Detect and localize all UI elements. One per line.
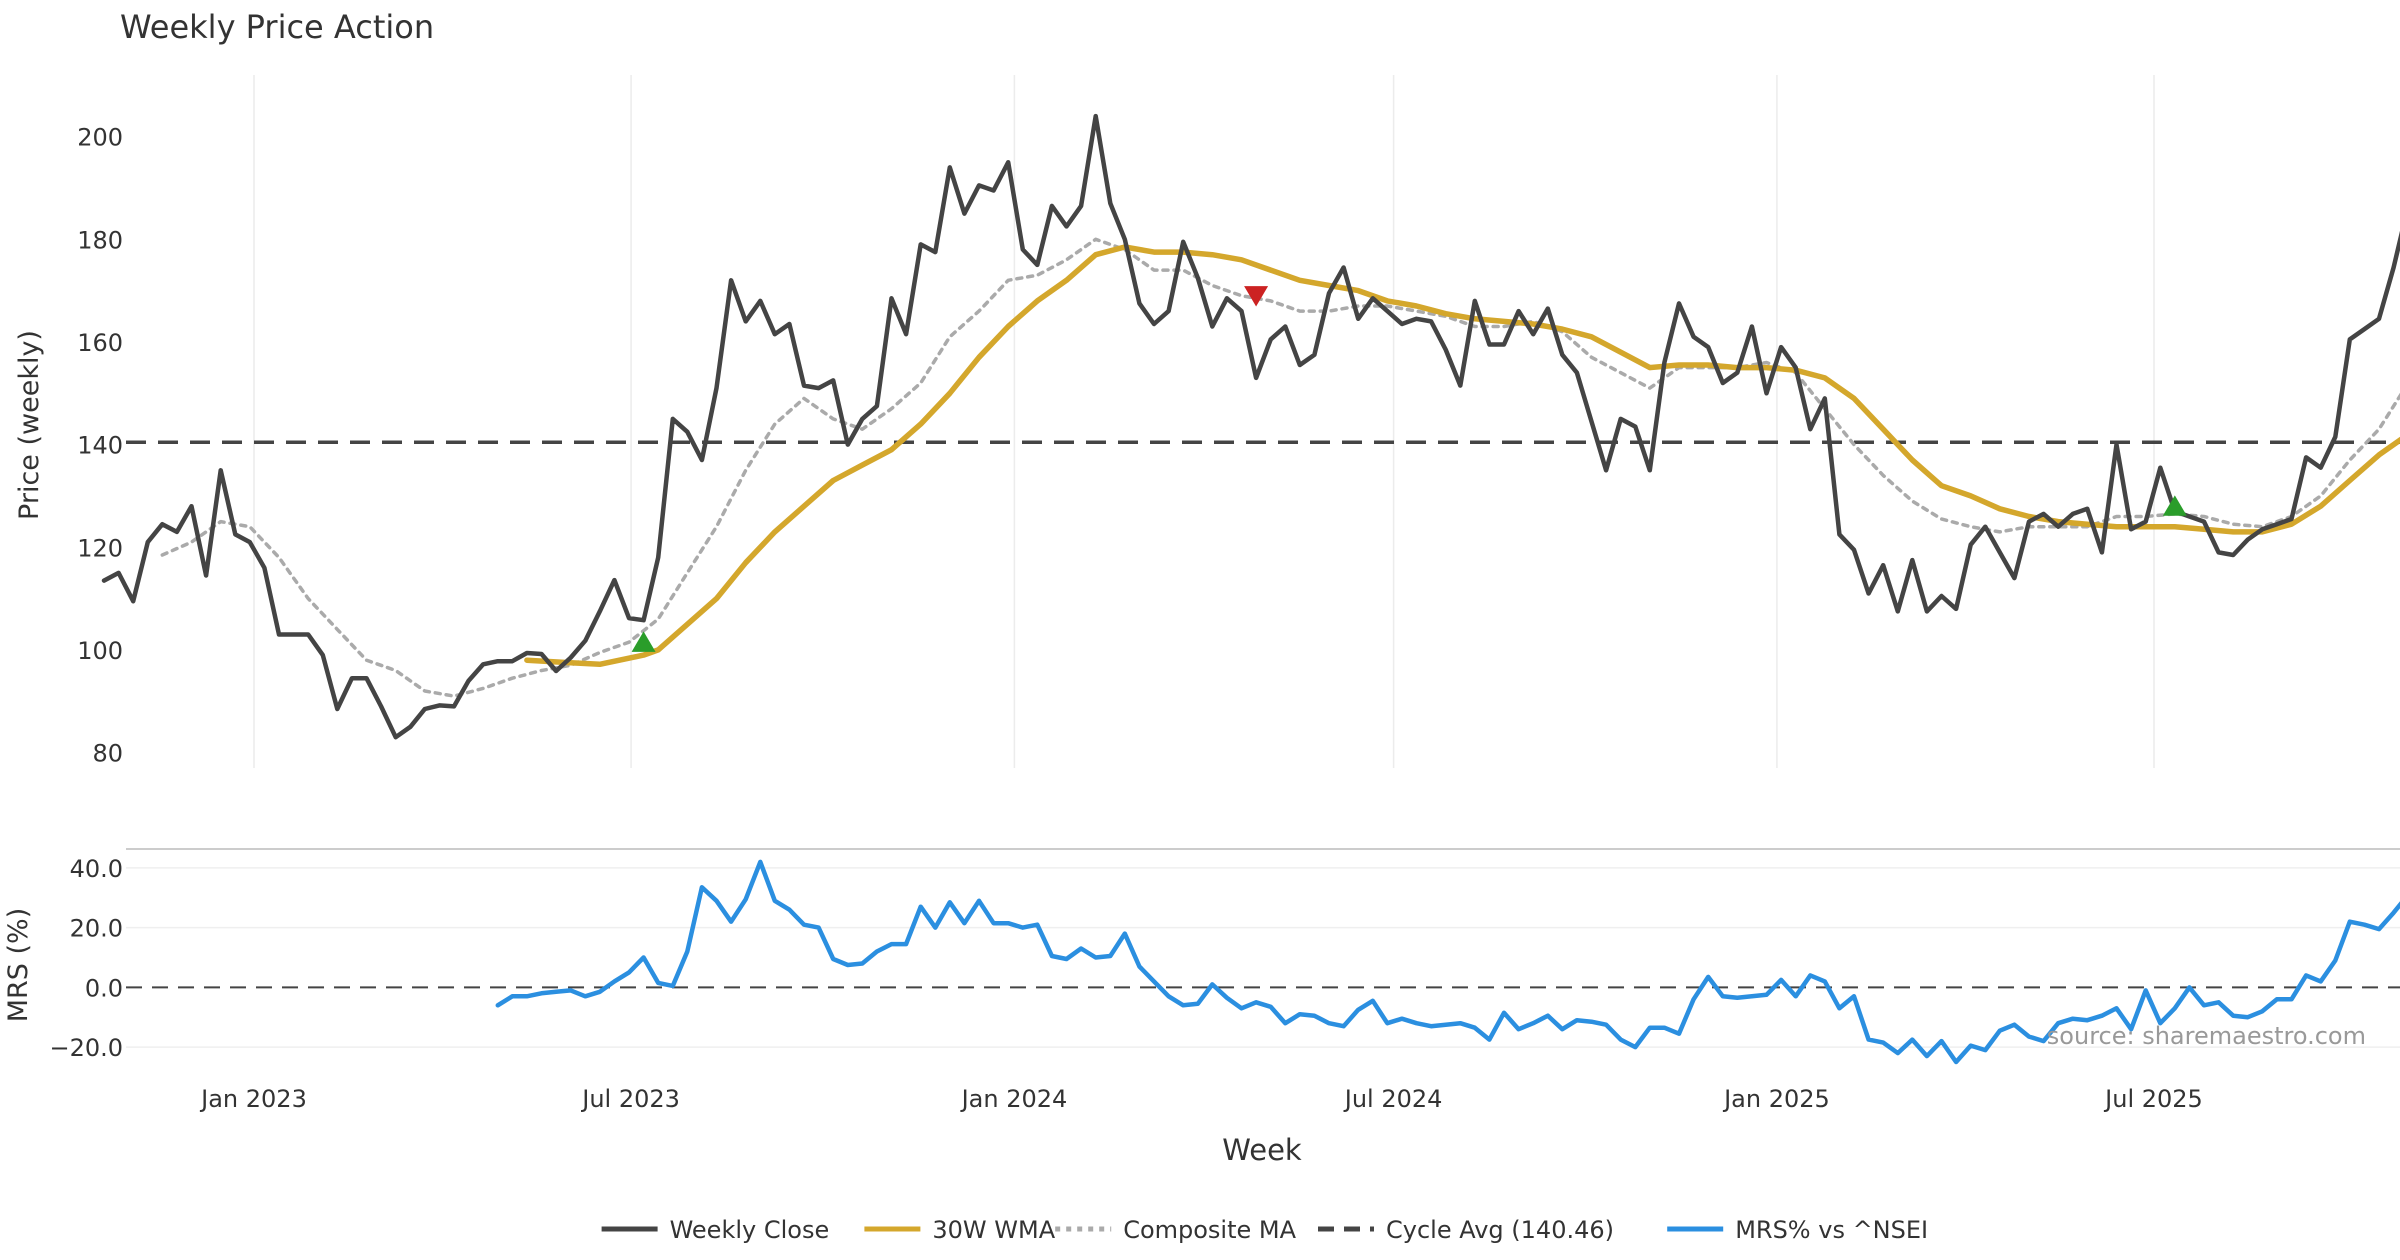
x-axis-label: Week xyxy=(1222,1133,1302,1167)
mrs-y-tick-label: 0.0 xyxy=(85,974,123,1002)
legend-label: 30W WMA xyxy=(932,1216,1055,1244)
price-panel: 80 100 120 140 160 180 200 Price (weekly) xyxy=(14,75,2400,768)
series-30w-wma xyxy=(524,244,2400,668)
legend-item-weekly-close: Weekly Close xyxy=(601,1216,830,1244)
mrs-y-tick-label: 40.0 xyxy=(70,855,123,883)
mrs-series-group xyxy=(495,859,2400,1065)
chart-title: Weekly Price Action xyxy=(120,8,434,46)
legend-label: MRS% vs ^NSEI xyxy=(1735,1216,1928,1244)
mrs-y-axis-label: MRS (%) xyxy=(3,908,34,1023)
price-y-tick-label: 140 xyxy=(77,432,123,460)
source-note: source: sharemaestro.com xyxy=(2047,1022,2366,1050)
price-y-tick-label: 100 xyxy=(77,637,123,665)
price-y-tick-label: 200 xyxy=(77,124,123,152)
series-composite-ma xyxy=(160,237,2400,698)
legend-item-30w-wma: 30W WMA xyxy=(864,1216,1056,1244)
price-series-group xyxy=(101,113,2400,740)
price-y-tick-label: 160 xyxy=(77,329,123,357)
sell-signal-marker xyxy=(1244,286,1269,307)
x-tick-label: Jul 2025 xyxy=(2103,1085,2203,1113)
mrs-y-tick-label: 20.0 xyxy=(70,915,123,943)
x-tick-label: Jan 2025 xyxy=(1722,1085,1830,1113)
series-weekly-close xyxy=(101,113,2400,740)
buy-signal-marker xyxy=(631,631,656,652)
legend-item-composite-ma: Composite MA xyxy=(1055,1216,1297,1244)
price-y-tick-label: 80 xyxy=(92,740,123,768)
x-tick-label: Jul 2023 xyxy=(580,1085,680,1113)
signal-markers xyxy=(631,286,2187,652)
price-y-tick-label: 180 xyxy=(77,226,123,254)
price-y-axis-label: Price (weekly) xyxy=(14,330,45,520)
legend: Weekly Close 30W WMA Composite MA Cycle Avg… xyxy=(601,1216,1928,1244)
legend-label: Composite MA xyxy=(1123,1216,1296,1244)
mrs-y-axis: −20.0 0.0 20.0 40.0 xyxy=(49,855,123,1062)
legend-label: Weekly Close xyxy=(670,1216,830,1244)
price-y-axis: 80 100 120 140 160 180 200 xyxy=(77,124,123,768)
buy-signal-marker xyxy=(2162,495,2187,516)
x-tick-label: Jul 2024 xyxy=(1343,1085,1443,1113)
legend-item-cycle-avg-140-46: Cycle Avg (140.46) xyxy=(1318,1216,1614,1244)
x-tick-label: Jan 2023 xyxy=(199,1085,307,1113)
legend-label: Cycle Avg (140.46) xyxy=(1386,1216,1614,1244)
mrs-panel: −20.0 0.0 20.0 40.0 MRS (%) source: sharema… xyxy=(3,848,2400,1065)
series-mrs-vs-nsei xyxy=(495,859,2400,1065)
x-axis: Jan 2023 Jul 2023 Jan 2024 Jul 2024 Jan 2025… xyxy=(199,1085,2203,1113)
mrs-y-tick-label: −20.0 xyxy=(49,1034,123,1062)
x-tick-label: Jan 2024 xyxy=(960,1085,1068,1113)
mrs-grid xyxy=(126,848,2400,1048)
legend-item-mrs-vs-nsei: MRS% vs ^NSEI xyxy=(1667,1216,1928,1244)
price-y-tick-label: 120 xyxy=(77,534,123,562)
